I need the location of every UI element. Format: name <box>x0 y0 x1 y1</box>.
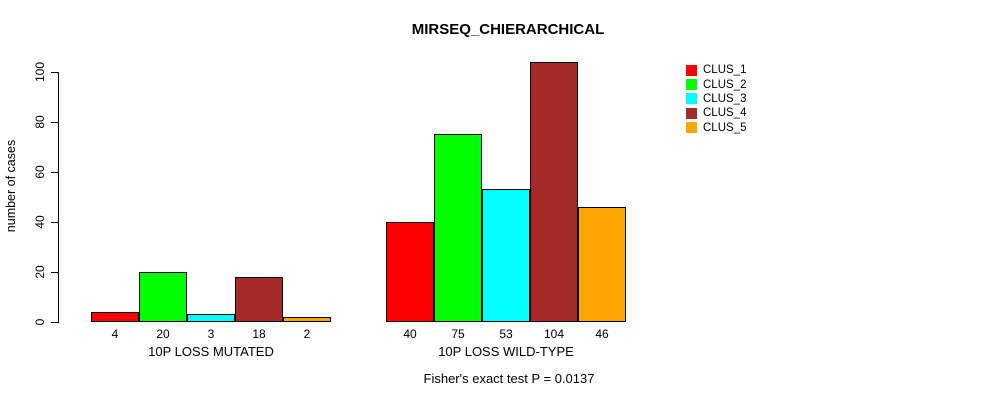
y-axis-label: number of cases <box>4 139 18 233</box>
legend-swatch <box>686 107 697 119</box>
legend-label: CLUS_5 <box>703 121 747 134</box>
bar-value-label: 75 <box>451 327 465 341</box>
legend-label: CLUS_2 <box>703 78 747 91</box>
y-tick <box>51 122 58 123</box>
legend-label: CLUS_1 <box>703 64 747 77</box>
y-tick-label: 20 <box>33 265 47 279</box>
legend-swatch <box>686 93 697 105</box>
y-tick <box>51 272 58 273</box>
legend-item: CLUS_5 <box>686 121 746 135</box>
bar <box>235 277 283 322</box>
legend-swatch <box>686 79 697 91</box>
legend: CLUS_1 CLUS_2 CLUS_3 CLUS_4 CLUS_5 <box>686 63 746 135</box>
y-tick <box>51 322 58 323</box>
bar <box>434 134 482 322</box>
legend-label: CLUS_4 <box>703 107 747 120</box>
y-tick-label: 80 <box>33 115 47 129</box>
legend-item: CLUS_3 <box>686 92 746 106</box>
footnote: Fisher's exact test P = 0.0137 <box>423 371 595 386</box>
y-tick <box>51 172 58 173</box>
bar-value-label: 2 <box>303 327 311 341</box>
y-tick-label: 100 <box>33 61 47 83</box>
bar-value-label: 53 <box>499 327 513 341</box>
bar-value-label: 3 <box>207 327 215 341</box>
y-tick-label: 60 <box>33 165 47 179</box>
bar-value-label: 4 <box>111 327 119 341</box>
bar <box>386 222 434 322</box>
x-group-label: 10P LOSS MUTATED <box>148 344 274 359</box>
legend-swatch <box>686 64 697 76</box>
bar-value-label: 46 <box>595 327 609 341</box>
legend-item: CLUS_1 <box>686 63 746 77</box>
bar-value-label: 104 <box>543 327 565 341</box>
bar-value-label: 40 <box>403 327 417 341</box>
legend-item: CLUS_4 <box>686 106 746 120</box>
legend-item: CLUS_2 <box>686 77 746 91</box>
bar-value-label: 20 <box>156 327 170 341</box>
y-tick <box>51 222 58 223</box>
chart-title: MIRSEQ_CHIERARCHICAL <box>411 21 605 38</box>
bar <box>91 312 139 322</box>
bar <box>482 189 530 322</box>
y-tick-label: 0 <box>33 318 47 326</box>
bar <box>530 62 578 322</box>
y-axis-line <box>58 72 59 323</box>
y-tick-label: 40 <box>33 215 47 229</box>
x-group-label: 10P LOSS WILD-TYPE <box>438 344 574 359</box>
bar-value-label: 18 <box>252 327 266 341</box>
bar <box>187 314 235 322</box>
bar <box>283 317 331 322</box>
y-tick <box>51 72 58 73</box>
bar <box>578 207 626 322</box>
bar <box>139 272 187 322</box>
legend-swatch <box>686 122 697 134</box>
legend-label: CLUS_3 <box>703 92 747 105</box>
